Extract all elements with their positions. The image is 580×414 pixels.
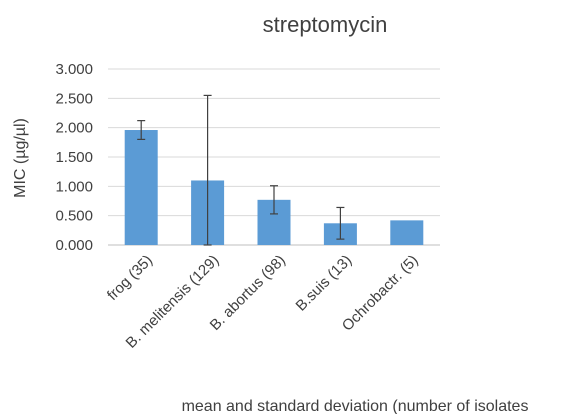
bar xyxy=(124,130,158,245)
y-axis-label: MIC (µg/µl) xyxy=(12,118,29,198)
error-bar xyxy=(336,206,345,240)
y-tick-label: 1.000 xyxy=(55,178,93,195)
error-bar xyxy=(270,185,278,215)
y-tick-label: 2.000 xyxy=(55,120,93,137)
category-labels: frog (35)B. melitensis (129)B. abortus (… xyxy=(104,252,422,352)
category-label: B.suis (13) xyxy=(293,252,356,315)
y-tick-label: 0.500 xyxy=(55,208,93,225)
y-tick-label: 1.500 xyxy=(55,149,93,166)
y-tick-label: 2.500 xyxy=(55,90,93,107)
y-tick-labels: 0.000 0.500 1.000 1.500 2.000 2.500 3.000 xyxy=(55,61,93,254)
error-bar xyxy=(137,120,146,140)
chart-title: streptomycin xyxy=(263,12,388,37)
error-bars xyxy=(137,94,345,246)
bar xyxy=(390,220,424,245)
error-bar xyxy=(203,94,212,246)
y-tick-label: 0.000 xyxy=(55,237,93,254)
y-tick-label: 3.000 xyxy=(55,61,93,78)
category-label: frog (35) xyxy=(104,252,156,304)
x-axis-label: mean and standard deviation (number of i… xyxy=(182,398,529,414)
